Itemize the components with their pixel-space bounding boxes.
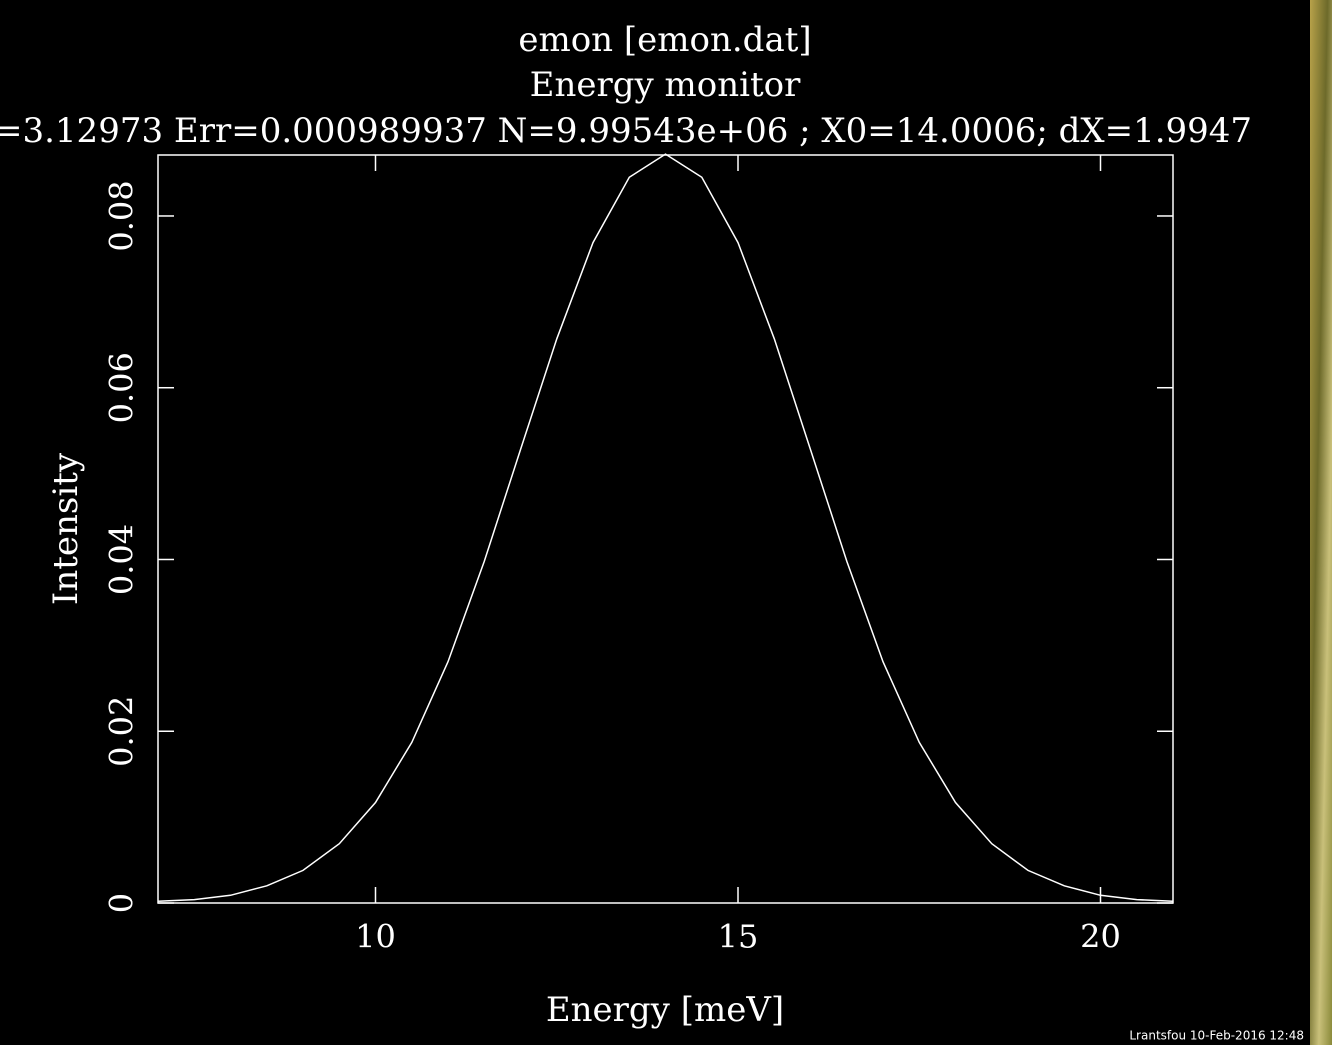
x-tick-label: 20	[1080, 918, 1121, 956]
x-tick-label: 10	[355, 918, 396, 956]
y-tick-label: 0.04	[103, 524, 141, 595]
stats-annotation: =3.12973 Err=0.000989937 N=9.99543e+06 ;…	[0, 111, 1252, 151]
y-tick-label: 0.08	[103, 180, 141, 251]
y-tick-label: 0.02	[103, 696, 141, 767]
chart-subtitle: Energy monitor	[530, 65, 801, 105]
chart-title: emon [emon.dat]	[518, 20, 811, 60]
y-axis-label: Intensity	[46, 452, 86, 605]
y-tick-label: 0	[103, 893, 141, 913]
plot-frame	[157, 154, 1174, 904]
x-axis-label: Energy [meV]	[546, 990, 784, 1030]
y-tick-label: 0.06	[103, 352, 141, 423]
x-tick-label: 15	[718, 918, 759, 956]
footer: Lrantsfou 10-Feb-2016 12:48	[1129, 1029, 1304, 1043]
data-line	[157, 153, 1174, 903]
background-photo	[1310, 0, 1332, 1045]
